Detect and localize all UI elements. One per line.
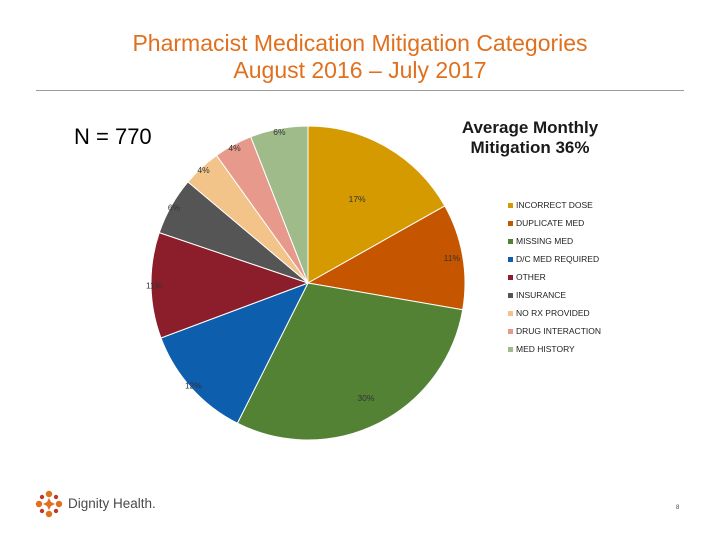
title-line-1: Pharmacist Medication Mitigation Categor… (132, 30, 588, 56)
legend-swatch (508, 257, 513, 262)
data-label-med-history: 6% (273, 127, 286, 137)
pie-slice-d-c-med-required (160, 282, 310, 424)
legend-swatch (508, 203, 513, 208)
legend-label: NO RX PROVIDED (516, 308, 590, 318)
logo-wordmark: Dignity Health. (68, 496, 156, 511)
legend-label: MED HISTORY (516, 344, 575, 354)
slide-title: Pharmacist Medication Mitigation Categor… (0, 30, 720, 84)
data-label-missing-med: 30% (357, 393, 374, 403)
dignity-health-logo-icon (35, 490, 63, 518)
title-line-2: August 2016 – July 2017 (233, 57, 487, 83)
data-label-duplicate-med: 11% (444, 253, 461, 263)
data-label-insurance: 6% (168, 202, 181, 212)
pie-slice-duplicate-med (306, 205, 466, 311)
legend-swatch (508, 275, 513, 280)
pie-slices (150, 125, 466, 441)
data-label-other: 11% (146, 280, 163, 290)
legend-swatch (508, 347, 513, 352)
data-label-drug-interaction: 4% (228, 143, 241, 153)
legend-label: MISSING MED (516, 236, 574, 246)
legend-label: DRUG INTERACTION (516, 326, 601, 336)
legend-label: D/C MED REQUIRED (516, 254, 600, 264)
data-label-incorrect-dose: 17% (349, 194, 366, 204)
legend-label: INCORRECT DOSE (516, 200, 593, 210)
pie-slice-incorrect-dose (307, 125, 446, 284)
pie-labels: 17% 11% 30% 12% 11% 6% 4% 4% 6% (146, 127, 461, 403)
pie-slice-other (150, 231, 310, 339)
pie-slice-med-history (250, 125, 309, 284)
average-mitigation-label: Average Monthly Mitigation 36% (438, 118, 622, 158)
legend-swatch (508, 293, 513, 298)
page-number: 8 (676, 505, 680, 511)
avg-line-2: Mitigation 36% (470, 138, 590, 157)
legend-label: OTHER (516, 272, 546, 282)
data-label-d-c-med-required: 12% (185, 381, 202, 391)
title-divider (36, 90, 684, 91)
legend-swatch (508, 329, 513, 334)
legend-swatch (508, 311, 513, 316)
avg-line-1: Average Monthly (461, 118, 599, 137)
legend-swatch (508, 239, 513, 244)
legend-label: INSURANCE (516, 290, 567, 300)
legend-label: DUPLICATE MED (516, 218, 585, 228)
pie-slice-missing-med (236, 282, 464, 441)
sample-size-label: N = 770 (74, 124, 152, 149)
legend-swatch (508, 221, 513, 226)
data-label-no-rx-provided: 4% (197, 165, 210, 175)
